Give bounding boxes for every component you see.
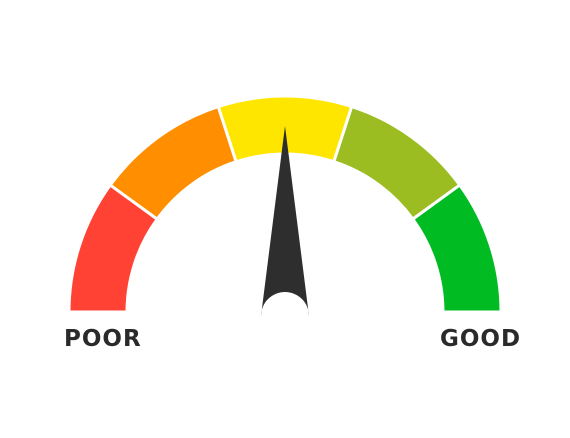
good-label: GOOD <box>440 326 522 352</box>
gauge-needle <box>261 126 309 316</box>
poor-label: POOR <box>64 326 142 352</box>
gauge-segment-green <box>410 182 503 314</box>
